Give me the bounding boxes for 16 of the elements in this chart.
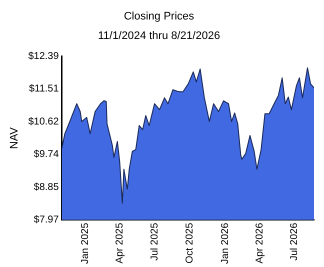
chart-title: Closing Prices xyxy=(124,10,195,23)
x-tick-label: Apr 2025 xyxy=(114,222,126,264)
x-tick-label: Apr 2026 xyxy=(254,222,266,264)
x-tick-label: Jan 2026 xyxy=(220,222,231,264)
x-tick-label: Jul 2026 xyxy=(289,222,300,261)
y-tick-label: $9.74 xyxy=(34,149,60,160)
chart-subtitle: 11/1/2024 thru 8/21/2026 xyxy=(98,30,220,42)
y-axis-title: NAV xyxy=(8,126,21,150)
y-tick-label: $10.62 xyxy=(28,116,60,128)
y-tick-label: $8.85 xyxy=(34,182,60,194)
y-tick-label: $12.39 xyxy=(28,51,60,62)
x-tick-label: Oct 2025 xyxy=(184,222,196,264)
x-tick-label: Jan 2025 xyxy=(80,222,91,264)
y-tick-label: $7.97 xyxy=(34,214,60,226)
y-tick-label: $11.51 xyxy=(28,84,60,95)
x-tick-label: Jul 2025 xyxy=(149,222,160,261)
